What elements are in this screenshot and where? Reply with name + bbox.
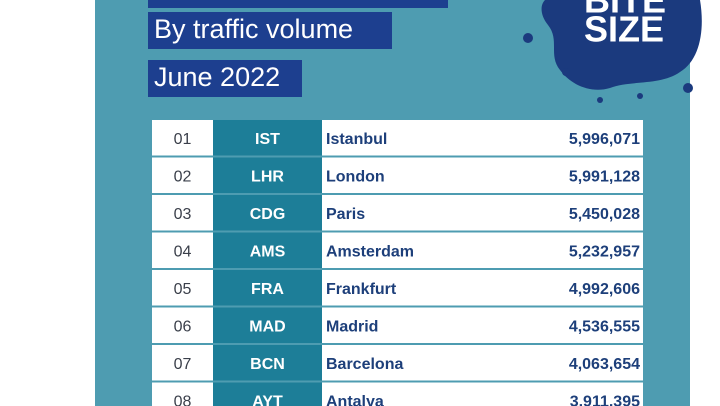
code: FRA	[251, 281, 284, 298]
code: AYT	[252, 393, 283, 406]
rank: 04	[174, 243, 192, 260]
passengers: 4,992,606	[569, 281, 640, 298]
rank: 03	[174, 206, 192, 223]
code: MAD	[249, 318, 285, 335]
splash	[597, 97, 603, 103]
subtitle: By traffic volume	[154, 14, 353, 44]
code-cell	[213, 307, 322, 343]
code: IST	[255, 131, 280, 148]
city: Madrid	[326, 318, 378, 335]
rank: 07	[174, 356, 192, 373]
city: Frankfurt	[326, 281, 397, 298]
city: Paris	[326, 206, 365, 223]
subtitle-box	[148, 12, 392, 49]
logo-blob	[541, 0, 702, 90]
table: 01 IST Istanbul 5,996,071 02 LHR London 5,991,1…	[152, 120, 643, 406]
title-band	[148, 0, 448, 8]
splash	[523, 33, 533, 43]
logo: BITE SIZE	[523, 0, 702, 103]
rank: 01	[174, 131, 192, 148]
code: CDG	[250, 206, 286, 223]
code: LHR	[251, 168, 284, 185]
logo-top: BITE	[584, 0, 666, 21]
passengers: 5,450,028	[569, 206, 640, 223]
passengers: 4,536,555	[569, 318, 640, 335]
city: Antalya	[326, 393, 384, 406]
code-cell	[213, 120, 322, 156]
date-box	[148, 60, 302, 97]
rank: 05	[174, 281, 192, 298]
splash	[683, 83, 693, 93]
code-cell	[213, 232, 322, 268]
passengers: 5,232,957	[569, 243, 640, 260]
logo-bottom: SIZE	[584, 9, 664, 50]
code-cell	[213, 345, 322, 381]
rank: 06	[174, 318, 192, 335]
rank: 08	[174, 393, 192, 406]
code-cell	[213, 195, 322, 231]
code-cell	[213, 270, 322, 306]
passengers: 4,063,654	[569, 356, 640, 373]
code: AMS	[250, 243, 286, 260]
passengers: 5,996,071	[569, 131, 640, 148]
city: Amsterdam	[326, 243, 414, 260]
splash	[637, 93, 643, 99]
city: London	[326, 168, 385, 185]
splash	[562, 68, 570, 76]
code-cell	[213, 382, 322, 406]
rank: 02	[174, 168, 192, 185]
city: Istanbul	[326, 131, 387, 148]
passengers: 3,911,395	[570, 393, 640, 406]
code-cell	[213, 157, 322, 193]
code: BCN	[250, 356, 285, 373]
city: Barcelona	[326, 356, 403, 373]
passengers: 5,991,128	[569, 168, 640, 185]
date: June 2022	[154, 62, 280, 92]
